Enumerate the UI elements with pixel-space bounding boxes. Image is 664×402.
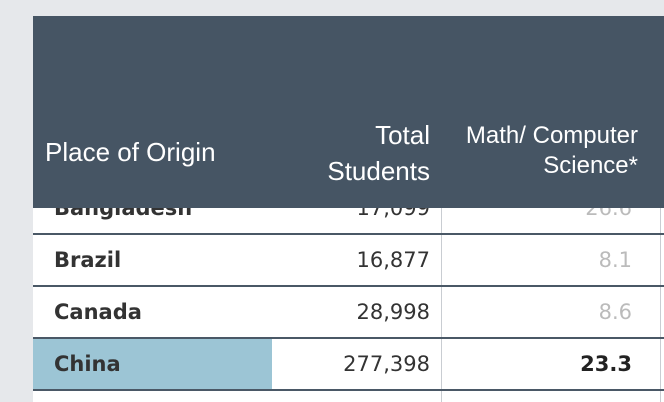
cell: 8.1 [598, 248, 632, 272]
cell: 23.3 [580, 352, 632, 376]
cell: 277,398 [343, 352, 430, 376]
header-cell: Place of Origin [45, 137, 216, 167]
cell: Brazil [54, 248, 122, 272]
cell: China [54, 352, 121, 376]
cell: Canada [54, 300, 142, 324]
header-cell: Math/ Computer Science* [465, 122, 638, 179]
column-divider [441, 16, 442, 402]
cell: 28,998 [356, 300, 430, 324]
table-row: China 277,398 23.3 [33, 339, 664, 391]
table-header: Place of Origin Total Students Math/ Com… [33, 16, 664, 208]
header-cell: Total Students [327, 120, 430, 186]
table-row: Canada 28,998 8.6 [33, 287, 664, 339]
cell: 8.6 [598, 300, 632, 324]
column-divider [660, 16, 661, 402]
highlight [33, 339, 272, 389]
table: Bangladesh 17,099 26.6 Brazil 16,877 8.1… [33, 16, 664, 402]
table-row: Brazil 16,877 8.1 [33, 235, 664, 287]
cell: 16,877 [356, 248, 430, 272]
